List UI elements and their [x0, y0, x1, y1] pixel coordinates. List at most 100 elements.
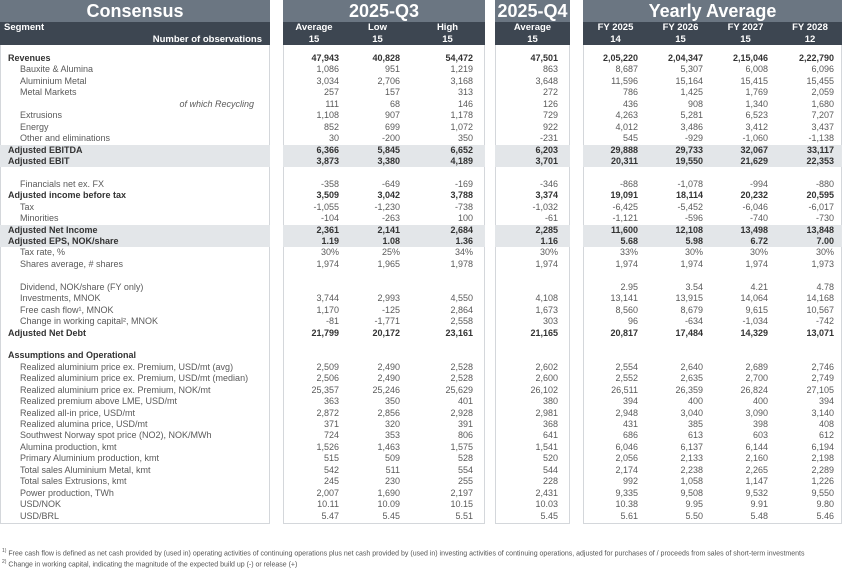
value-cell: -358: [320, 178, 339, 189]
value-cell: 4.78: [816, 281, 834, 292]
row-label: Metal Markets: [20, 87, 77, 98]
row-label: USD/BRL: [20, 510, 60, 521]
value-cell: 1,340: [745, 98, 768, 109]
value-cell: 1,974: [745, 258, 768, 269]
value-cell: -1,060: [742, 133, 768, 144]
value-cell: 14,168: [806, 293, 834, 304]
value-cell: 2,856: [377, 407, 400, 418]
value-cell: 6,523: [745, 110, 768, 121]
table-row: Adjusted Net Income 2,361 2,141 2,684 2,285 1…: [0, 224, 842, 236]
value-cell: 2,700: [745, 373, 768, 384]
value-cell: 11,596: [611, 75, 638, 86]
value-cell: 30: [328, 133, 339, 144]
value-cell: 1,974: [535, 258, 558, 269]
value-cell: 6.72: [750, 236, 768, 246]
value-cell: 1,086: [316, 64, 339, 75]
footnote-text: Change in working capital, indicating th…: [8, 561, 298, 569]
value-cell: 47,943: [311, 53, 339, 63]
value-cell: 9,550: [811, 487, 834, 498]
value-cell: 15,164: [675, 75, 703, 86]
row-label: Realized premium above LME, USD/mt: [20, 396, 178, 407]
table-row: Realized aluminium price ex. Premium, US…: [0, 362, 842, 373]
value-cell: -5,452: [677, 201, 703, 212]
value-cell: 385: [687, 419, 703, 429]
value-cell: 6,366: [316, 144, 339, 155]
value-cell: 3,034: [316, 75, 339, 86]
value-cell: 1,526: [316, 441, 339, 452]
value-cell: 511: [385, 464, 400, 475]
value-cell: 3,168: [450, 75, 473, 86]
value-cell: 641: [542, 430, 558, 441]
row-label: Southwest Norway spot price (NO2), NOK/M…: [20, 430, 212, 441]
value-cell: 10,567: [806, 304, 834, 315]
value-cell: -1,078: [677, 178, 703, 189]
panel-2025-q4: [495, 0, 570, 524]
row-label: Extrusions: [20, 110, 63, 121]
value-cell: 10.03: [535, 499, 558, 510]
row-shading: [583, 224, 842, 236]
value-cell: 5,281: [680, 110, 703, 121]
row-label: Tax rate, %: [20, 247, 66, 258]
value-cell: -1,121: [612, 213, 638, 224]
value-cell: 5,845: [377, 144, 400, 155]
value-cell: 612: [818, 430, 834, 441]
value-cell: 25,629: [445, 384, 473, 395]
value-cell: 2,133: [680, 453, 703, 464]
value-cell: -1,771: [374, 316, 400, 327]
value-cell: 1,178: [450, 110, 473, 121]
value-cell: 6,008: [745, 64, 768, 75]
value-cell: -880: [815, 178, 834, 189]
value-cell: 515: [323, 453, 339, 464]
value-cell: 20,172: [372, 327, 400, 338]
value-cell: -81: [325, 316, 339, 327]
footnote-2: 2) Change in working capital, indicating…: [2, 559, 297, 568]
row-label: Minorities: [20, 213, 59, 224]
row-label: Free cash flow¹, MNOK: [20, 304, 114, 315]
value-cell: 1,769: [745, 87, 768, 98]
table-row: USD/BRL 5.47 5.45 5.51 5.45 5.61 5.50 5.48 5.46: [0, 511, 842, 522]
column-header: FY 2028: [792, 22, 828, 33]
value-cell: 400: [687, 396, 703, 407]
value-cell: 3,090: [745, 407, 768, 418]
row-shading: [495, 236, 570, 248]
value-cell: 2,635: [680, 373, 703, 384]
value-cell: 350: [457, 133, 473, 144]
row-shading: [283, 144, 485, 156]
value-cell: -1,055: [313, 201, 339, 212]
row-label: Change in working capital², MNOK: [20, 316, 159, 327]
value-cell: 5.45: [540, 510, 558, 521]
value-cell: 724: [323, 430, 339, 441]
value-cell: 5.98: [685, 236, 703, 246]
value-cell: 3,486: [680, 121, 703, 132]
table-row: Realized all-in price, USD/mt 2,872 2,856 2…: [0, 408, 842, 419]
row-label: Dividend, NOK/share (FY only): [20, 281, 144, 292]
value-cell: 2,160: [745, 453, 768, 464]
value-cell: 255: [457, 476, 473, 487]
observation-count: 14: [610, 34, 621, 45]
value-cell: 157: [384, 87, 400, 98]
value-cell: [345, 282, 410, 293]
value-cell: 15,415: [740, 75, 768, 86]
row-label: Revenues: [8, 53, 51, 63]
value-cell: 2,706: [377, 75, 400, 86]
value-cell: 2,602: [535, 361, 558, 372]
value-cell: 13,915: [675, 293, 703, 304]
value-cell: 4.21: [750, 281, 768, 292]
value-cell: 30%: [684, 247, 703, 258]
value-cell: 3,140: [811, 407, 834, 418]
value-cell: 14,064: [740, 293, 768, 304]
value-cell: -1,230: [374, 201, 400, 212]
value-cell: 2,431: [535, 487, 558, 498]
row-shading: [0, 144, 270, 156]
value-cell: 806: [457, 430, 473, 441]
value-cell: 908: [687, 98, 703, 109]
value-cell: 2,981: [535, 407, 558, 418]
table-row: Free cash flow¹, MNOK 1,170 -125 2,864 1,673…: [0, 305, 842, 316]
value-cell: 34%: [454, 247, 473, 258]
value-cell: 2,007: [316, 487, 339, 498]
value-cell: 1,973: [811, 258, 834, 269]
value-cell: -1,032: [532, 201, 558, 212]
value-cell: 2,993: [377, 293, 400, 304]
value-cell: 10.38: [615, 499, 638, 510]
column-header: FY 2026: [662, 22, 699, 33]
